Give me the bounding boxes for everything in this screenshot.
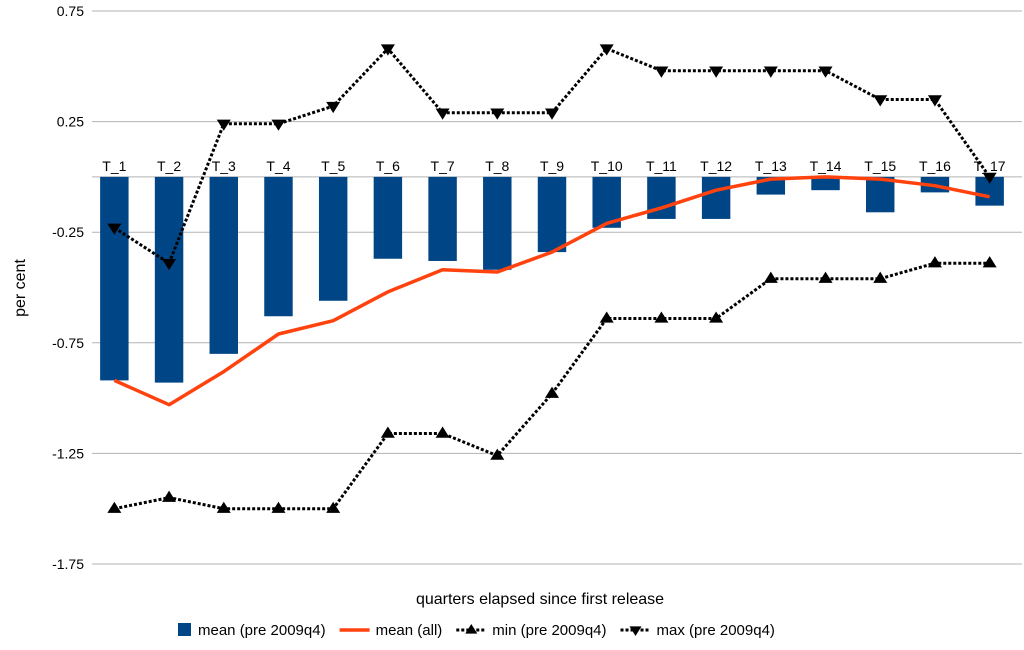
triangle-up-marker [380, 426, 395, 438]
bar-T_1 [100, 176, 129, 381]
triangle-down-marker [545, 108, 559, 120]
bar-T_14 [811, 176, 840, 191]
legend-label: mean (all) [376, 622, 443, 639]
category-label: T_11 [646, 158, 677, 174]
category-label: T_1 [102, 158, 126, 174]
line-series [107, 44, 997, 513]
bar-T_7 [428, 176, 457, 261]
triangle-up-marker [271, 501, 286, 513]
triangle-down-marker [873, 95, 888, 107]
category-label: T_8 [485, 158, 509, 174]
category-labels: T_1 T_2 T_3 T_4 T_5 T_6 T_7 T_8 T_9 T_10 T_11 T_12 T… [102, 158, 1006, 174]
triangle-up-marker [162, 490, 177, 502]
triangle-up-marker [927, 256, 942, 268]
triangle-up-marker [599, 311, 614, 323]
y-tick-label: -0.75 [52, 335, 84, 351]
legend-label: max (pre 2009q4) [657, 622, 775, 639]
triangle-up-marker [435, 426, 450, 438]
triangle-up-marker [545, 386, 559, 398]
triangle-down-marker [763, 66, 778, 78]
x-axis-title: quarters elapsed since first release [416, 591, 664, 608]
category-label: T_4 [266, 158, 290, 174]
legend-label: mean (pre 2009q4) [198, 622, 326, 639]
bar-T_15 [866, 176, 895, 213]
category-label: T_6 [376, 158, 400, 174]
triangle-down-marker [107, 223, 122, 235]
bar-T_5 [318, 176, 348, 301]
bar-T_9 [537, 176, 567, 253]
legend-swatch-bar [178, 623, 191, 636]
triangle-up-marker [107, 501, 122, 513]
y-tick-label: 0.75 [57, 3, 84, 19]
bar-T_3 [209, 176, 238, 354]
y-tick-labels: 0.75 0.25 -0.25 -0.75 -1.25 -1.75 [52, 3, 84, 572]
y-tick-label: 0.25 [57, 114, 84, 130]
bar-T_6 [373, 176, 403, 259]
bar-T_4 [264, 176, 293, 317]
triangle-up-marker [763, 271, 778, 283]
category-label: T_3 [212, 158, 236, 174]
triangle-up-marker [216, 501, 231, 513]
triangle-down-marker [435, 108, 450, 120]
category-label: T_2 [157, 158, 181, 174]
line-mean-all- [113, 175, 990, 407]
legend: mean (pre 2009q4) mean (all) min (pre 2009… [178, 622, 775, 639]
legend-label: min (pre 2009q4) [492, 622, 606, 639]
bar-T_11 [647, 176, 676, 219]
triangle-down-marker [982, 172, 997, 184]
y-tick-label: -0.25 [52, 224, 84, 240]
triangle-down-marker [271, 119, 286, 131]
triangle-up-marker [654, 311, 669, 323]
triangle-up-marker [326, 501, 341, 513]
triangle-down-marker [818, 66, 833, 78]
line-min-pre-2009q4- [114, 261, 990, 511]
category-label: T_17 [974, 158, 1006, 174]
legend-marker [629, 626, 642, 636]
category-label: T_7 [431, 158, 455, 174]
triangle-up-marker [818, 271, 833, 283]
triangle-down-marker [380, 44, 395, 56]
category-label: T_5 [321, 158, 345, 174]
category-label: T_10 [591, 158, 623, 174]
triangle-up-marker [490, 448, 505, 460]
triangle-up-marker [709, 311, 724, 323]
triangle-down-marker [490, 108, 505, 120]
triangle-up-marker [982, 256, 997, 268]
category-label: T_9 [540, 158, 564, 174]
category-label: T_16 [919, 158, 951, 174]
triangle-down-marker [709, 66, 724, 78]
y-tick-label: -1.75 [52, 556, 84, 572]
category-label: T_13 [755, 158, 787, 174]
triangle-down-marker [162, 258, 177, 271]
triangle-down-marker [599, 44, 614, 56]
triangle-down-marker [326, 101, 341, 114]
bar-T_8 [483, 176, 512, 270]
bar-T_2 [154, 176, 184, 383]
y-tick-label: -1.25 [52, 445, 84, 461]
category-label: T_14 [810, 158, 842, 174]
legend-marker [465, 624, 478, 634]
triangle-up-marker [873, 271, 888, 283]
triangle-down-marker [927, 95, 942, 107]
category-label: T_15 [864, 158, 896, 174]
triangle-down-marker [654, 66, 669, 78]
category-label: T_12 [700, 158, 732, 174]
bar-T_12 [701, 176, 731, 219]
y-axis-title: per cent [12, 259, 29, 317]
triangle-down-marker [216, 119, 231, 131]
